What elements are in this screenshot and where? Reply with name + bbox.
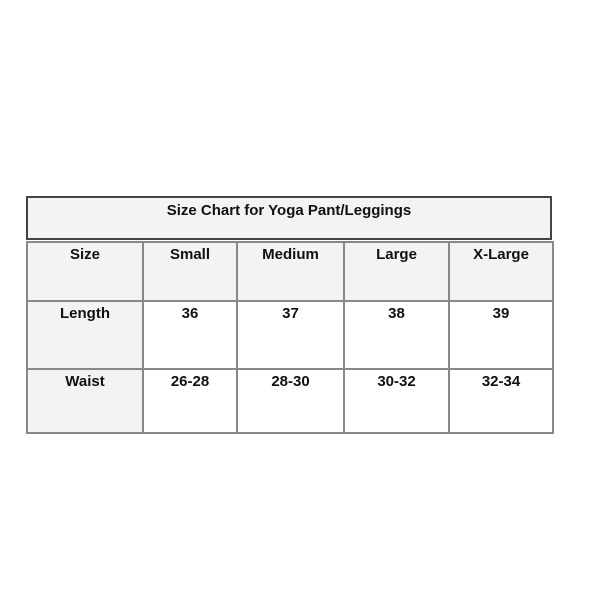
- table-cell: 38: [343, 300, 450, 370]
- chart-title: Size Chart for Yoga Pant/Leggings: [26, 196, 552, 240]
- table-row: Waist 26-28 28-30 30-32 32-34: [26, 368, 554, 434]
- table-cell: 28-30: [236, 368, 345, 434]
- row-header: Waist: [26, 368, 144, 434]
- header-row: Size Small Medium Large X-Large: [26, 241, 554, 302]
- table-row: Length 36 37 38 39: [26, 300, 554, 370]
- header-cell: Small: [142, 241, 238, 302]
- table-cell: 32-34: [448, 368, 554, 434]
- size-chart-table: Size Small Medium Large X-Large Length 3…: [26, 241, 554, 434]
- table-cell: 36: [142, 300, 238, 370]
- table-cell: 30-32: [343, 368, 450, 434]
- header-cell: X-Large: [448, 241, 554, 302]
- header-cell: Medium: [236, 241, 345, 302]
- table-cell: 39: [448, 300, 554, 370]
- header-cell: Large: [343, 241, 450, 302]
- row-header: Length: [26, 300, 144, 370]
- header-cell: Size: [26, 241, 144, 302]
- table-cell: 37: [236, 300, 345, 370]
- table-cell: 26-28: [142, 368, 238, 434]
